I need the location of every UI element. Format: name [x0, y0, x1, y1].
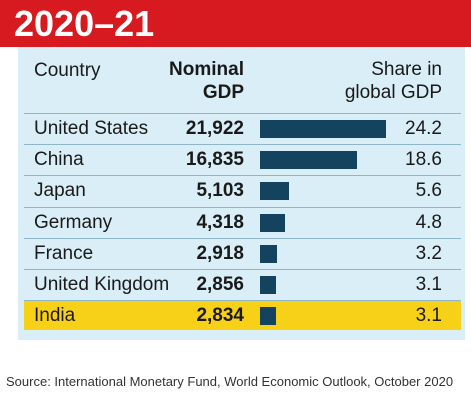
gdp-value: 2,834: [196, 305, 244, 327]
column-header-gdp-line2: GDP: [202, 82, 244, 103]
gdp-value: 16,835: [185, 149, 244, 171]
share-bar: [260, 276, 277, 294]
table-row: Germany 4,318 4.8: [24, 206, 461, 237]
table-panel: [18, 47, 465, 340]
gdp-value: 21,922: [185, 118, 244, 139]
table-row: United States 21,922 24.2: [24, 113, 461, 143]
table-row: France 2,918 3.2: [24, 237, 461, 268]
share-value: 24.2: [405, 118, 442, 139]
country-label: Japan: [34, 180, 86, 202]
table-row: United Kingdom 2,856 3.1: [24, 269, 461, 299]
share-value: 4.8: [415, 211, 442, 233]
table-row: India 2,834 3.1: [24, 300, 461, 331]
gdp-value: 2,918: [196, 242, 244, 264]
share-value: 3.1: [415, 274, 442, 295]
country-label: France: [34, 242, 94, 264]
share-bar: [260, 307, 277, 326]
share-bar: [260, 151, 357, 170]
gdp-value: 2,856: [196, 274, 244, 295]
column-header-share-line1: Share in: [371, 59, 442, 80]
gdp-value: 5,103: [196, 180, 244, 202]
country-label: United States: [34, 118, 149, 139]
column-header-share-line2: global GDP: [344, 82, 442, 103]
share-bar: [260, 244, 277, 263]
column-header-share: Share in global GDP: [300, 58, 442, 104]
country-label: India: [34, 305, 76, 327]
source-note: Source: International Monetary Fund, Wor…: [6, 374, 454, 389]
country-label: United Kingdom: [34, 274, 170, 295]
share-value: 5.6: [415, 180, 442, 202]
column-header-country: Country: [34, 60, 101, 81]
gdp-value: 4,318: [196, 211, 244, 233]
chart-title: 2020–21: [14, 3, 155, 44]
share-value: 3.2: [415, 242, 442, 264]
table-row: Japan 5,103 5.6: [24, 175, 461, 205]
country-label: China: [34, 149, 84, 171]
country-label: Germany: [34, 211, 113, 233]
share-value: 3.1: [415, 305, 442, 327]
table-row: China 16,835 18.6: [24, 144, 461, 174]
share-bar: [260, 120, 386, 138]
share-bar: [260, 182, 290, 201]
header-banner: 2020–21: [0, 0, 471, 47]
share-value: 18.6: [405, 149, 442, 171]
column-header-gdp-line1: Nominal: [169, 59, 244, 80]
share-bar: [260, 213, 285, 232]
column-header-gdp: Nominal GDP: [150, 58, 244, 104]
